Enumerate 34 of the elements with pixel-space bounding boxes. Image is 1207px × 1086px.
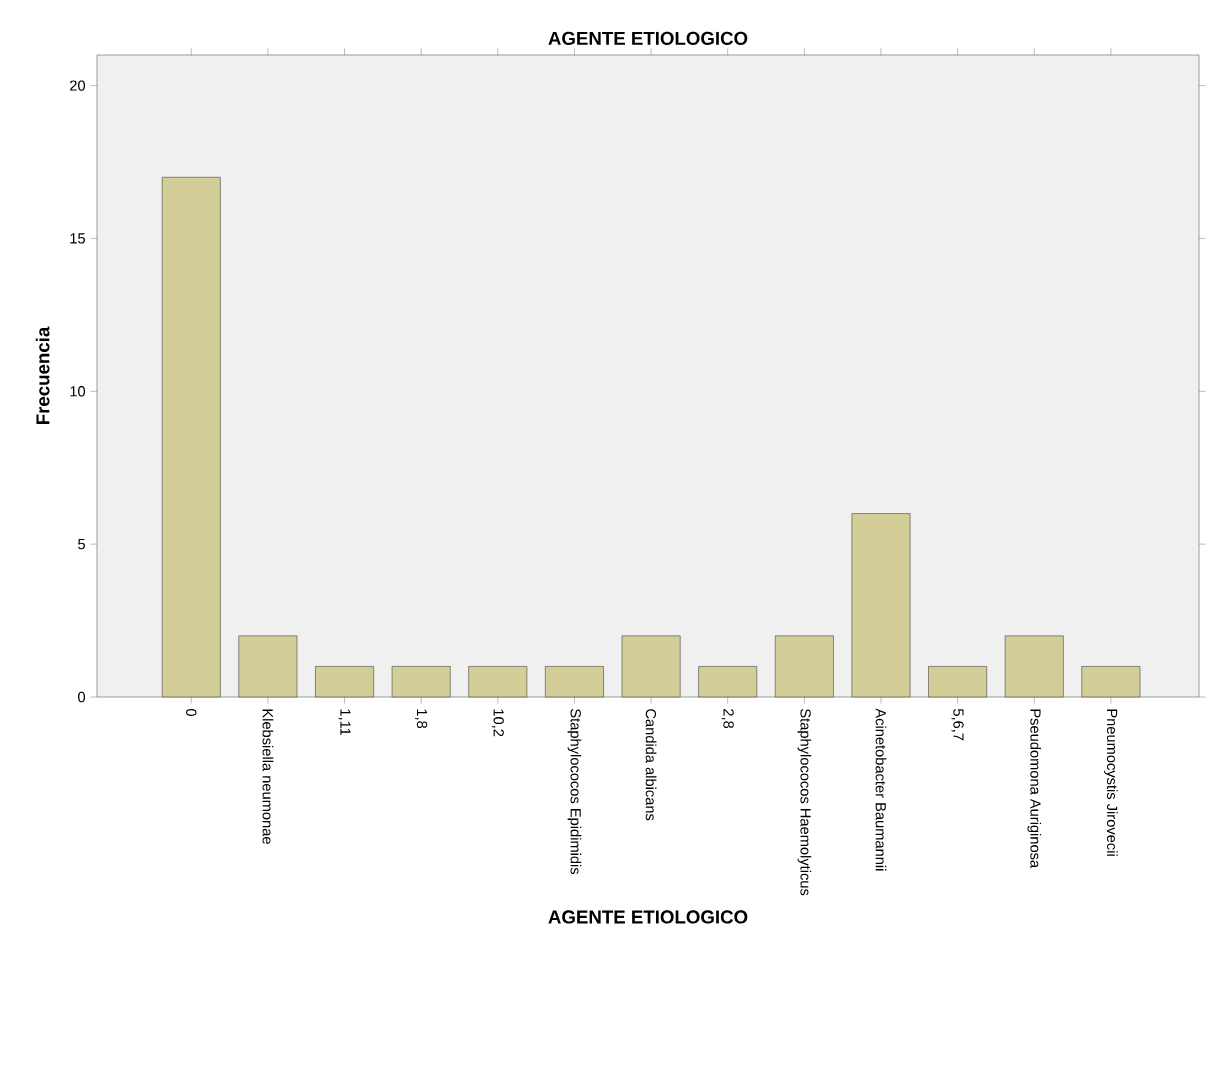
x-tick-label: 1,8 [415,709,428,729]
bar [698,666,758,698]
bar [468,666,528,698]
bar [315,666,374,698]
x-tick-label: Staphylococos Epidimidis [567,709,582,875]
y-tick-label: 15 [70,233,85,244]
x-tick-label: Pseudomona Auriginosa [1027,709,1042,869]
bar [1004,635,1064,698]
y-tick-label: 10 [70,386,86,397]
bar [1081,666,1141,698]
y-tick-label: 0 [78,691,86,703]
bar [391,666,451,698]
x-tick-label: 0 [186,708,197,716]
x-tick-label: Staphylococos Haemolyticus [797,709,812,896]
x-tick-label: Klebsiella neumonae [262,709,274,844]
x-tick-label: 5,6,7 [951,708,964,741]
x-tick-label: Candida albicans [645,709,657,821]
y-tick-label: 20 [70,80,86,91]
y-tick-label: 5 [78,539,85,550]
bar [545,666,604,698]
x-tick-label: 10,2 [491,709,504,737]
bar [161,177,221,698]
x-tick-label: Pneumocystis Jirovecii [1104,709,1118,856]
x-tick-label: 2,8 [721,709,734,729]
y-axis-title: Frecuencia [35,326,50,425]
bar [928,666,987,698]
bar [774,635,834,698]
bar [621,635,681,698]
x-tick-label: 1,11 [338,709,351,736]
bar [851,513,911,698]
x-tick-label: Acinetobacter Baumannii [875,708,887,871]
x-axis-title: AGENTE ETIOLOGICO [548,910,748,924]
bar [238,635,298,698]
chart-title: AGENTE ETIOLOGICO [548,31,748,45]
